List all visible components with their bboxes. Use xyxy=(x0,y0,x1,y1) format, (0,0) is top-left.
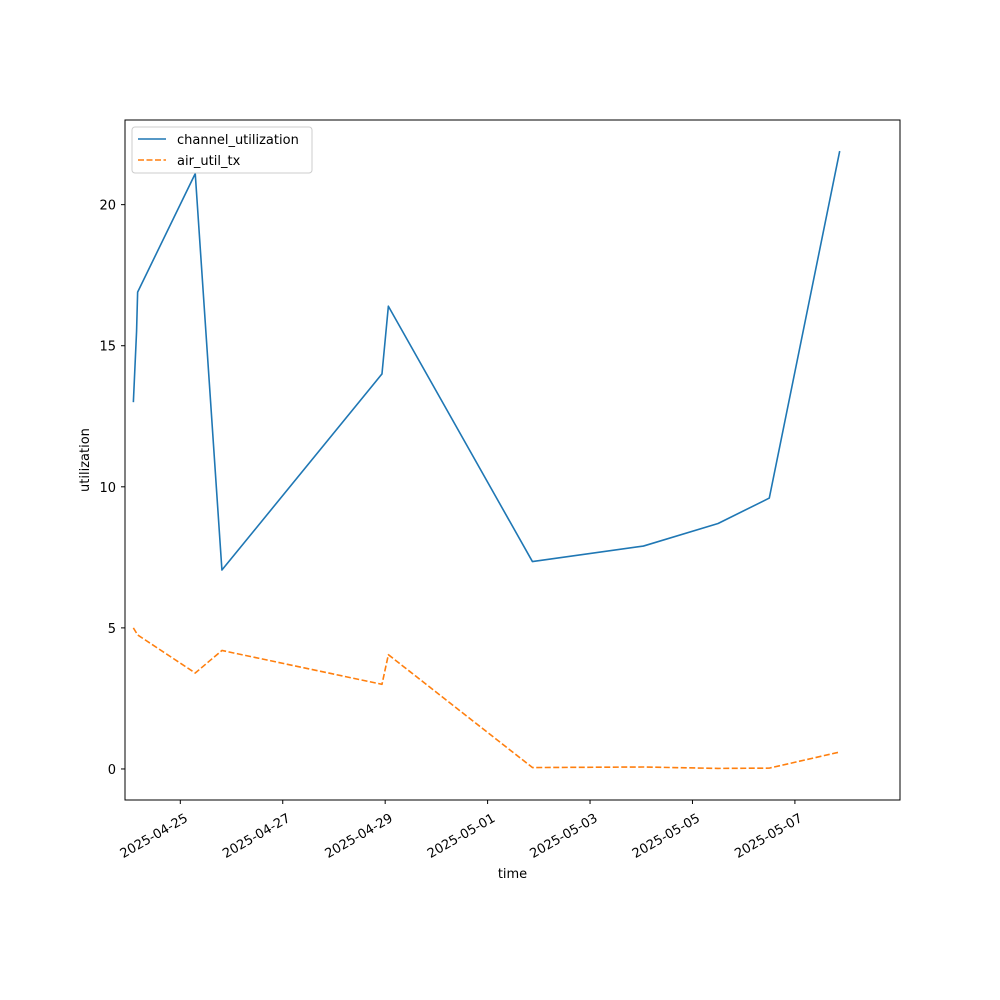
series-layer xyxy=(132,150,841,770)
plot-frame xyxy=(124,119,901,801)
y-tick-label: 10 xyxy=(99,481,116,496)
y-tick-label: 15 xyxy=(99,340,116,355)
y-tick-label: 20 xyxy=(99,199,116,214)
y-axis-ticks: 0 5 10 15 20 xyxy=(99,199,125,778)
plot-area xyxy=(125,120,900,800)
series-line-channel_utilization xyxy=(132,150,841,571)
x-axis-label: time xyxy=(498,867,527,882)
y-tick-label: 0 xyxy=(108,763,116,778)
legend: channel_utilization air_util_tx xyxy=(131,126,313,174)
legend-label-channel_utilization: channel_utilization xyxy=(177,133,299,148)
series-line-air_util_tx xyxy=(132,627,840,770)
legend-label-air_util_tx: air_util_tx xyxy=(177,154,241,169)
y-axis-label: utilization xyxy=(78,428,93,492)
y-tick-label: 5 xyxy=(108,622,116,637)
legend-box xyxy=(131,126,313,174)
